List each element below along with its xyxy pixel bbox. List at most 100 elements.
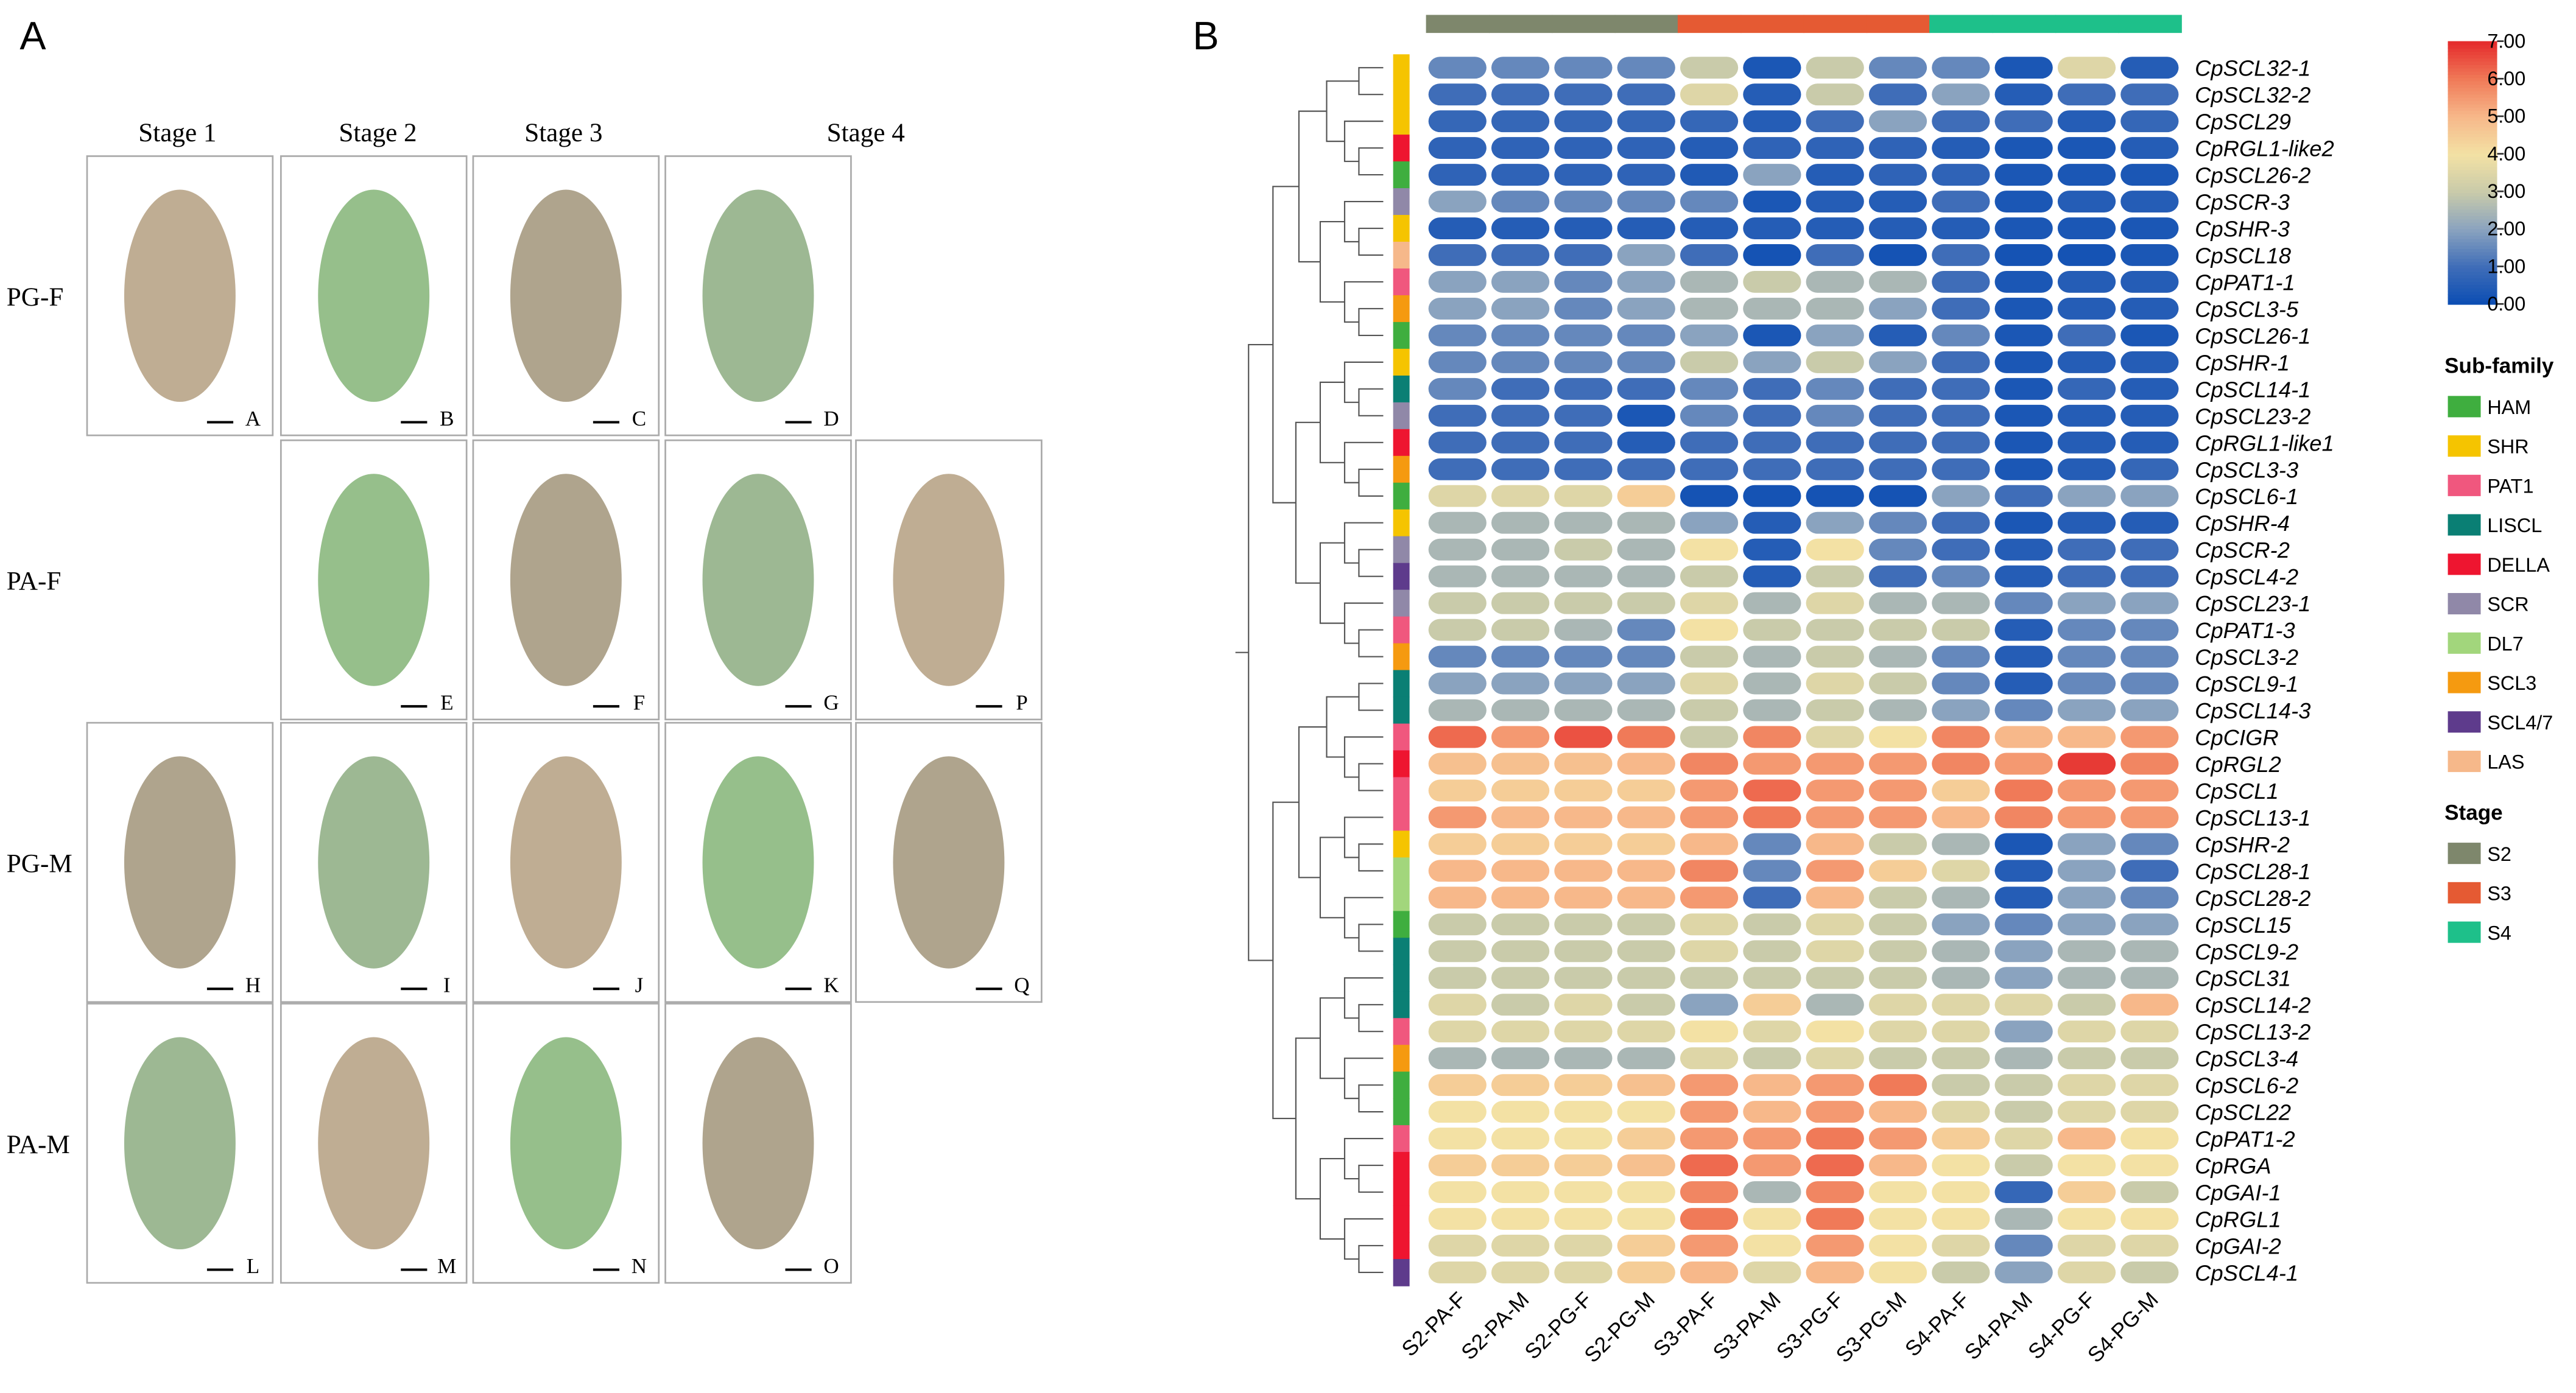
heat-cell: [1554, 351, 1613, 373]
heat-cell: [1743, 860, 1801, 882]
heat-cell: [1994, 699, 2053, 721]
photo-placeholder: [893, 756, 1005, 969]
heat-cell: [1428, 753, 1487, 775]
photo-letter: D: [823, 407, 839, 430]
heat-cell: [1491, 538, 1550, 561]
heat-cell: [1806, 1020, 1864, 1043]
dendrogram-branch: [1358, 1004, 1384, 1033]
heat-cell: [1743, 324, 1801, 346]
heat-cell: [1743, 940, 1801, 963]
row-label: CpSCL32-2: [2195, 83, 2310, 108]
dendrogram-branch: [1358, 227, 1384, 256]
heat-cell: [1428, 806, 1487, 829]
heat-cell: [1680, 940, 1739, 963]
heat-cell: [2120, 886, 2179, 909]
heat-cell: [1806, 1128, 1864, 1150]
row-label: CpSCL18: [2195, 243, 2292, 268]
row-label: CpSCL14-2: [2195, 993, 2310, 1018]
heat-cell: [1428, 485, 1487, 507]
heat-cell: [1806, 1208, 1864, 1230]
row-label: CpSHR-1: [2195, 350, 2290, 375]
heat-cell: [1932, 191, 1990, 212]
heat-cell: [1491, 1101, 1550, 1123]
photo-placeholder: [510, 474, 622, 686]
heat-cell: [1680, 592, 1739, 614]
photo-placeholder: [702, 1037, 814, 1250]
photo-placeholder: [318, 474, 430, 686]
legend-swatch: [2448, 751, 2481, 773]
colorbar-step: [2448, 57, 2497, 62]
photo-placeholder: [893, 474, 1005, 686]
heat-cell: [2057, 699, 2116, 721]
heat-cell: [1617, 431, 1675, 454]
heat-cell: [1994, 753, 2053, 775]
heat-cell: [1932, 137, 1990, 160]
colorbar-step: [2448, 254, 2497, 259]
colorbar-step: [2448, 116, 2497, 121]
heat-cell: [1806, 779, 1864, 802]
heat-cell: [1806, 164, 1864, 186]
heat-cell: [1680, 779, 1739, 802]
heat-cell: [1743, 967, 1801, 989]
heat-cell: [1428, 297, 1487, 320]
heat-cell: [1932, 940, 1990, 963]
heat-cell: [1554, 1020, 1613, 1043]
legend-swatch: [2448, 882, 2481, 904]
row-label: CpSCL3-2: [2195, 645, 2298, 670]
dendrogram-branch: [1319, 542, 1345, 624]
heat-cell: [1680, 1047, 1739, 1070]
heat-cell: [1994, 886, 2053, 909]
heat-cell: [1994, 913, 2053, 936]
subfamily-bar: [1393, 188, 1410, 216]
heat-cell: [1743, 110, 1801, 133]
heat-cell: [1868, 244, 1927, 266]
legend-label: LISCL: [2487, 514, 2542, 536]
heat-cell: [1868, 164, 1927, 186]
heat-cell: [1617, 1154, 1675, 1176]
heat-cell: [1428, 886, 1487, 909]
heat-cell: [1994, 1047, 2053, 1070]
heat-cell: [1994, 324, 2053, 346]
heat-cell: [1932, 565, 1990, 588]
colorbar-tick-label: 1.00: [2487, 255, 2525, 277]
stage-label: Stage 1: [138, 119, 216, 147]
heat-cell: [1994, 485, 2053, 507]
heat-cell: [1868, 351, 1927, 373]
row-label: CpSCL15: [2195, 913, 2292, 938]
colorbar-step: [2448, 44, 2497, 49]
heat-cell: [1994, 377, 2053, 400]
heat-cell: [1680, 485, 1739, 507]
subfamily-bar: [1393, 777, 1410, 805]
heat-cell: [1868, 191, 1927, 212]
heat-cell: [1428, 164, 1487, 186]
subfamily-bar: [1393, 429, 1410, 457]
colorbar-step: [2448, 60, 2497, 65]
colorbar-step: [2448, 104, 2497, 108]
heat-cell: [1680, 1208, 1739, 1230]
subfamily-bar: [1393, 81, 1410, 108]
heat-cell: [1806, 377, 1864, 400]
subfamily-bar: [1393, 375, 1410, 403]
heat-cell: [1868, 110, 1927, 133]
dendrogram-branch: [1343, 816, 1384, 858]
heat-cell: [1554, 485, 1613, 507]
heat-cell: [1806, 994, 1864, 1016]
photo-letter: H: [245, 974, 261, 997]
colorbar-step: [2448, 54, 2497, 58]
subfamily-bar: [1393, 696, 1410, 725]
photo-letter: J: [635, 974, 644, 997]
heat-cell: [1868, 511, 1927, 534]
heat-cell: [1932, 1128, 1990, 1150]
heat-cell: [2120, 806, 2179, 829]
heat-cell: [2120, 57, 2179, 79]
legend-label: DL7: [2487, 633, 2523, 654]
heat-cell: [2120, 913, 2179, 936]
heat-cell: [1554, 806, 1613, 829]
heat-cell: [1743, 244, 1801, 266]
heat-cell: [1680, 726, 1739, 748]
heat-cell: [2120, 940, 2179, 963]
heat-cell: [1806, 511, 1864, 534]
heat-cell: [1994, 619, 2053, 641]
heat-cell: [1428, 913, 1487, 936]
